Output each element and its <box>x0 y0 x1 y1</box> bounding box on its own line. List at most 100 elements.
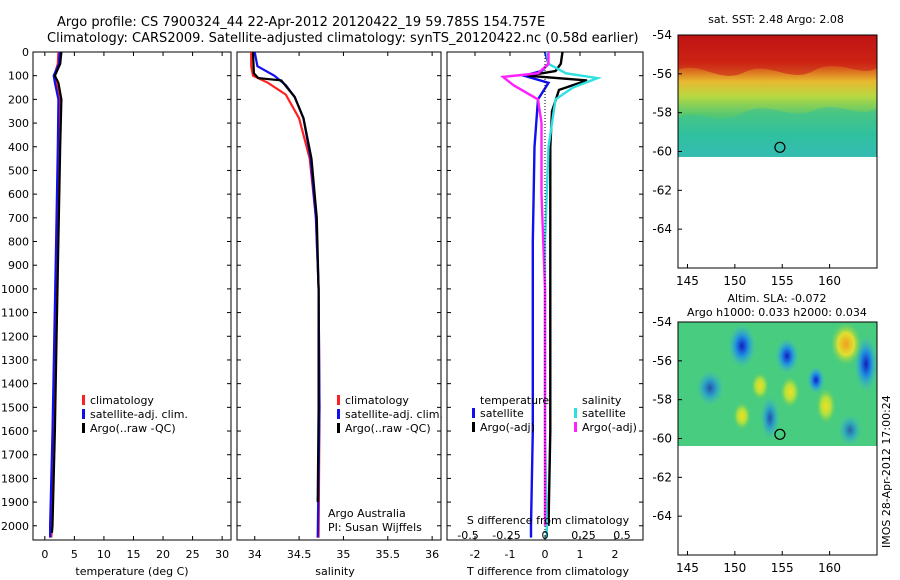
map-y-tick-label: -60 <box>652 145 672 159</box>
x-tick-label: 0 <box>542 548 549 561</box>
legend-label: satellite <box>582 407 626 420</box>
sla-map-title1: Altim. SLA: -0.072 <box>727 292 826 305</box>
map-x-tick-label: 145 <box>676 274 699 288</box>
depth-tick-label: 1300 <box>1 354 29 367</box>
s-tick-label: -0.5 <box>457 529 478 542</box>
legend-label: Argo(..raw -QC) <box>90 422 176 435</box>
salinity-marks: 34 34.5 35 35.5 36 climatologysatellite-adj. … <box>248 51 443 561</box>
series-line-satellite-adj-clim- <box>253 51 321 538</box>
map-x-tick-label: 160 <box>818 274 841 288</box>
legend-swatch <box>82 395 85 405</box>
sla-low-6 <box>760 396 780 440</box>
x-tick-label: 15 <box>126 548 140 561</box>
s-diff-xlabel: S difference from climatology <box>467 514 630 527</box>
sla-argo-position-marker <box>774 428 786 440</box>
sla-map-title2: Argo h1000: 0.033 h2000: 0.034 <box>687 306 867 319</box>
legend-title-salinity: salinity <box>582 394 622 407</box>
legend-label: satellite-adj. clim. <box>345 408 443 421</box>
legend-swatch <box>472 422 475 432</box>
temperature-xlabel: temperature (deg C) <box>75 565 188 578</box>
series-line-argo-raw-qc- <box>50 51 63 533</box>
s-tick-label: -0.25 <box>492 529 520 542</box>
map-y-tick-label: -58 <box>652 106 672 120</box>
depth-tick-label: 300 <box>8 117 29 130</box>
x-tick-label: 5 <box>71 548 78 561</box>
x-tick-label: 10 <box>97 548 111 561</box>
legend-label: climatology <box>90 394 154 407</box>
map-x-tick-label: 145 <box>676 561 699 575</box>
depth-tick-label: 1100 <box>1 307 29 320</box>
sla-high-4 <box>816 388 836 424</box>
salinity-xlabel: salinity <box>315 565 355 578</box>
sla-map-panel: Altim. SLA: -0.072 Argo h1000: 0.033 h20… <box>652 292 878 575</box>
t-diff-xlabel: T difference from climatology <box>466 565 629 578</box>
sla-low-1 <box>728 324 756 368</box>
legend-swatch <box>337 395 340 405</box>
x-tick-label: 25 <box>186 548 200 561</box>
x-tick-label: 1 <box>577 548 584 561</box>
sla-low-7 <box>838 414 862 446</box>
legend-swatch <box>574 408 577 418</box>
sst-map-axes: 145 150 155 160 -54 -56 -58 -60 -62 -64 <box>652 28 841 288</box>
depth-tick-label: 1400 <box>1 378 29 391</box>
sst-argo-position-marker <box>774 141 786 153</box>
depth-tick-label: 400 <box>8 141 29 154</box>
timestamp-stamp: IMOS 28-Apr-2012 17:00:24 <box>880 395 893 548</box>
x-tick-label: 35 <box>336 548 350 561</box>
sla-low-2 <box>775 338 799 374</box>
x-tick-label: 30 <box>215 548 229 561</box>
legend-swatch <box>574 422 577 432</box>
legend-title-temperature: temperature <box>480 394 549 407</box>
series-line-climatology <box>250 52 321 538</box>
legend-label: Argo(..raw -QC) <box>345 422 431 435</box>
sla-high-1 <box>830 322 862 366</box>
header-line2: Climatology: CARS2009. Satellite-adjuste… <box>47 31 639 46</box>
depth-tick-label: 1000 <box>1 283 29 296</box>
depth-tick-label: 1700 <box>1 449 29 462</box>
salinity-panel: 34 34.5 35 35.5 36 climatologysatellite-adj. … <box>236 51 443 578</box>
sst-cold-region <box>678 107 877 157</box>
depth-tick-label: 1600 <box>1 425 29 438</box>
sla-high-2 <box>751 372 769 400</box>
map-x-tick-label: 160 <box>818 561 841 575</box>
s-tick-label: 0.25 <box>571 529 596 542</box>
legend-swatch <box>472 408 475 418</box>
depth-tick-label: 700 <box>8 212 29 225</box>
depth-tick-label: 1500 <box>1 401 29 414</box>
legend-swatch <box>82 423 85 433</box>
x-tick-label: 35.5 <box>376 548 401 561</box>
legend-label: satellite <box>480 407 524 420</box>
map-y-tick-label: -58 <box>652 393 672 407</box>
x-tick-label: -1 <box>505 548 516 561</box>
legend-label: satellite-adj. clim. <box>90 408 188 421</box>
salinity-frame <box>236 51 442 541</box>
map-x-tick-label: 155 <box>771 561 794 575</box>
legend-label: climatology <box>345 394 409 407</box>
sla-high-5 <box>733 402 751 430</box>
map-x-tick-label: 150 <box>723 561 746 575</box>
map-y-tick-label: -64 <box>652 222 672 236</box>
map-y-tick-label: -62 <box>652 183 672 197</box>
annotation-line1: Argo Australia <box>328 507 406 520</box>
sla-high-3 <box>780 376 800 408</box>
depth-tick-label: 1900 <box>1 496 29 509</box>
map-y-tick-label: -62 <box>652 470 672 484</box>
sst-warm-front <box>678 35 877 76</box>
x-tick-label: -2 <box>470 548 481 561</box>
depth-tick-label: 2000 <box>1 520 29 533</box>
difference-marks: -2-1012-0.5-0.2500.250.5temperaturesalin… <box>457 51 637 561</box>
depth-tick-label: 200 <box>8 93 29 106</box>
x-tick-label: 2 <box>612 548 619 561</box>
sla-low-4 <box>807 366 825 394</box>
depth-tick-label: 1800 <box>1 472 29 485</box>
map-y-tick-label: -54 <box>652 28 672 42</box>
legend-swatch <box>337 409 340 419</box>
depth-axis: 0 100 200 300 400 500 600 700 800 900 1000 1100 1200… <box>1 46 643 533</box>
sla-low-5 <box>696 370 724 406</box>
depth-tick-label: 500 <box>8 164 29 177</box>
depth-tick-label: 800 <box>8 236 29 249</box>
depth-tick-label: 600 <box>8 188 29 201</box>
